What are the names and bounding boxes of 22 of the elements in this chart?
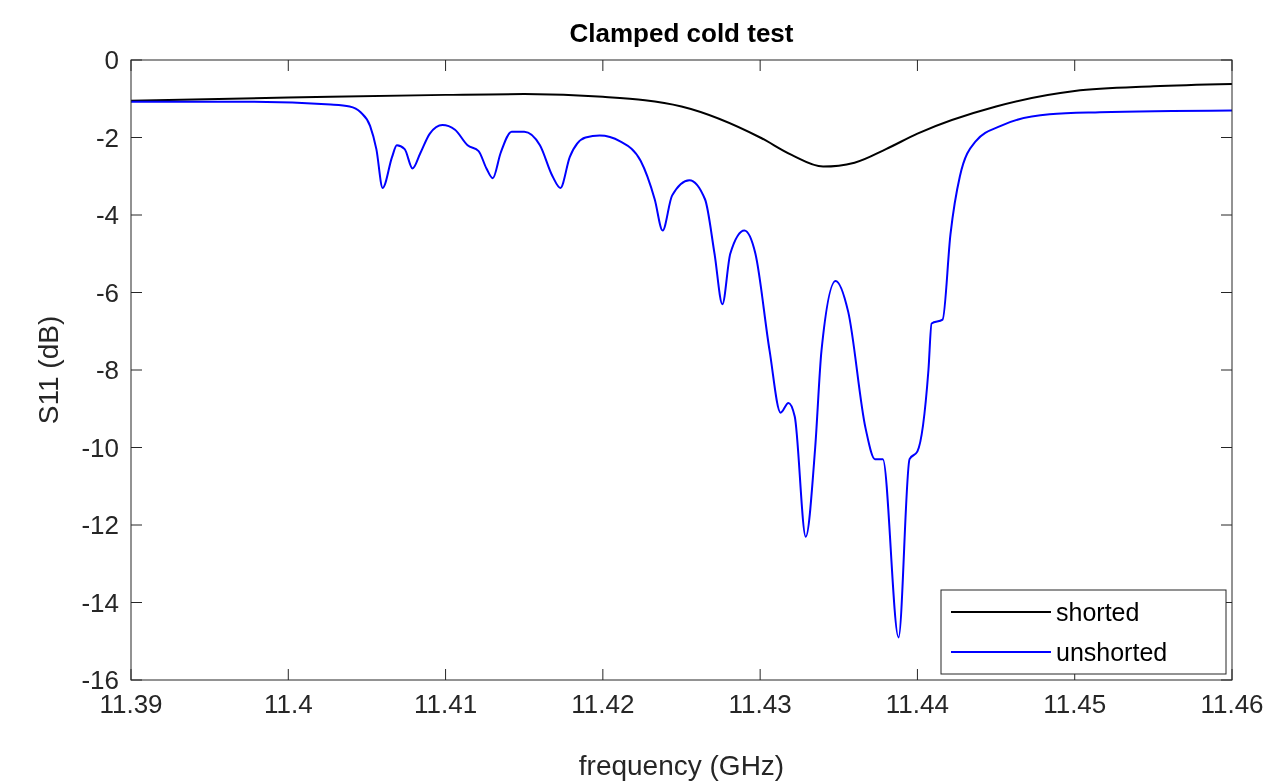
x-tick-label: 11.4 [263, 689, 313, 719]
y-tick-label: -8 [95, 355, 119, 385]
line-series [131, 100, 1232, 639]
x-axis-title: frequency (GHz) [578, 750, 785, 781]
legend-label: shorted [1056, 598, 1140, 626]
legend-label: unshorted [1056, 638, 1168, 666]
x-tick-label: 11.43 [728, 689, 792, 719]
y-tick-label: 0 [104, 45, 119, 75]
x-tick-label: 11.44 [885, 689, 949, 719]
y-tick-label: -10 [81, 432, 119, 463]
y-axis-title: S11 (dB) [33, 315, 64, 425]
x-tick-label: 11.46 [1200, 689, 1264, 719]
y-tick-label: -14 [81, 587, 119, 618]
chart-title: Clamped cold test [569, 18, 794, 48]
line-series [131, 83, 1232, 168]
y-tick-label: -2 [95, 122, 119, 153]
x-tick-label: 11.45 [1043, 689, 1107, 719]
y-tick-label: -6 [95, 277, 119, 308]
y-tick-label: -12 [81, 510, 119, 540]
y-tick-label: -4 [95, 200, 119, 230]
x-tick-label: 11.41 [414, 689, 478, 719]
x-tick-label: 11.42 [571, 689, 635, 719]
